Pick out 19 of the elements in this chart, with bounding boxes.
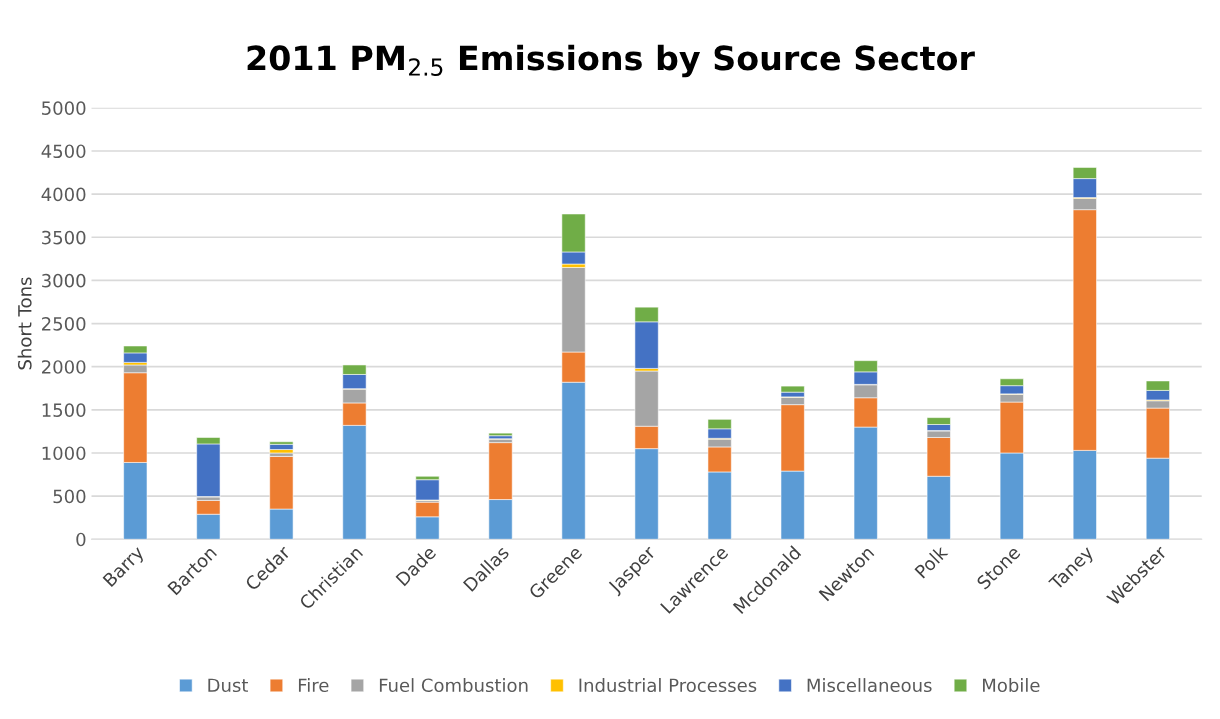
legend-label: Mobile <box>983 678 1040 693</box>
y-tick-label: 1500 <box>42 403 86 417</box>
y-tick-label: 4500 <box>41 144 86 159</box>
y-tick-label: 5000 <box>42 101 86 115</box>
y-tick-label: 3000 <box>42 273 86 288</box>
legend-label: Fuel Combustion <box>379 678 528 693</box>
chart-title: 2011 PM$_{2.5}$ Emissions by Source Sector <box>247 44 975 78</box>
y-axis-title: Short Tons <box>17 277 32 370</box>
legend-label: Dust <box>208 678 249 693</box>
y-tick-label: 0 <box>76 532 86 547</box>
legend-label: Miscellaneous <box>807 678 932 693</box>
y-tick-label: 2500 <box>42 317 86 331</box>
y-tick-label: 500 <box>53 489 86 504</box>
y-tick-label: 3500 <box>42 230 86 245</box>
y-tick-label: 1000 <box>42 446 86 461</box>
legend-label: Industrial Processes <box>579 678 757 693</box>
legend-label: Fire <box>298 678 329 693</box>
y-tick-label: 2000 <box>42 360 86 374</box>
y-tick-label: 4000 <box>41 187 86 202</box>
